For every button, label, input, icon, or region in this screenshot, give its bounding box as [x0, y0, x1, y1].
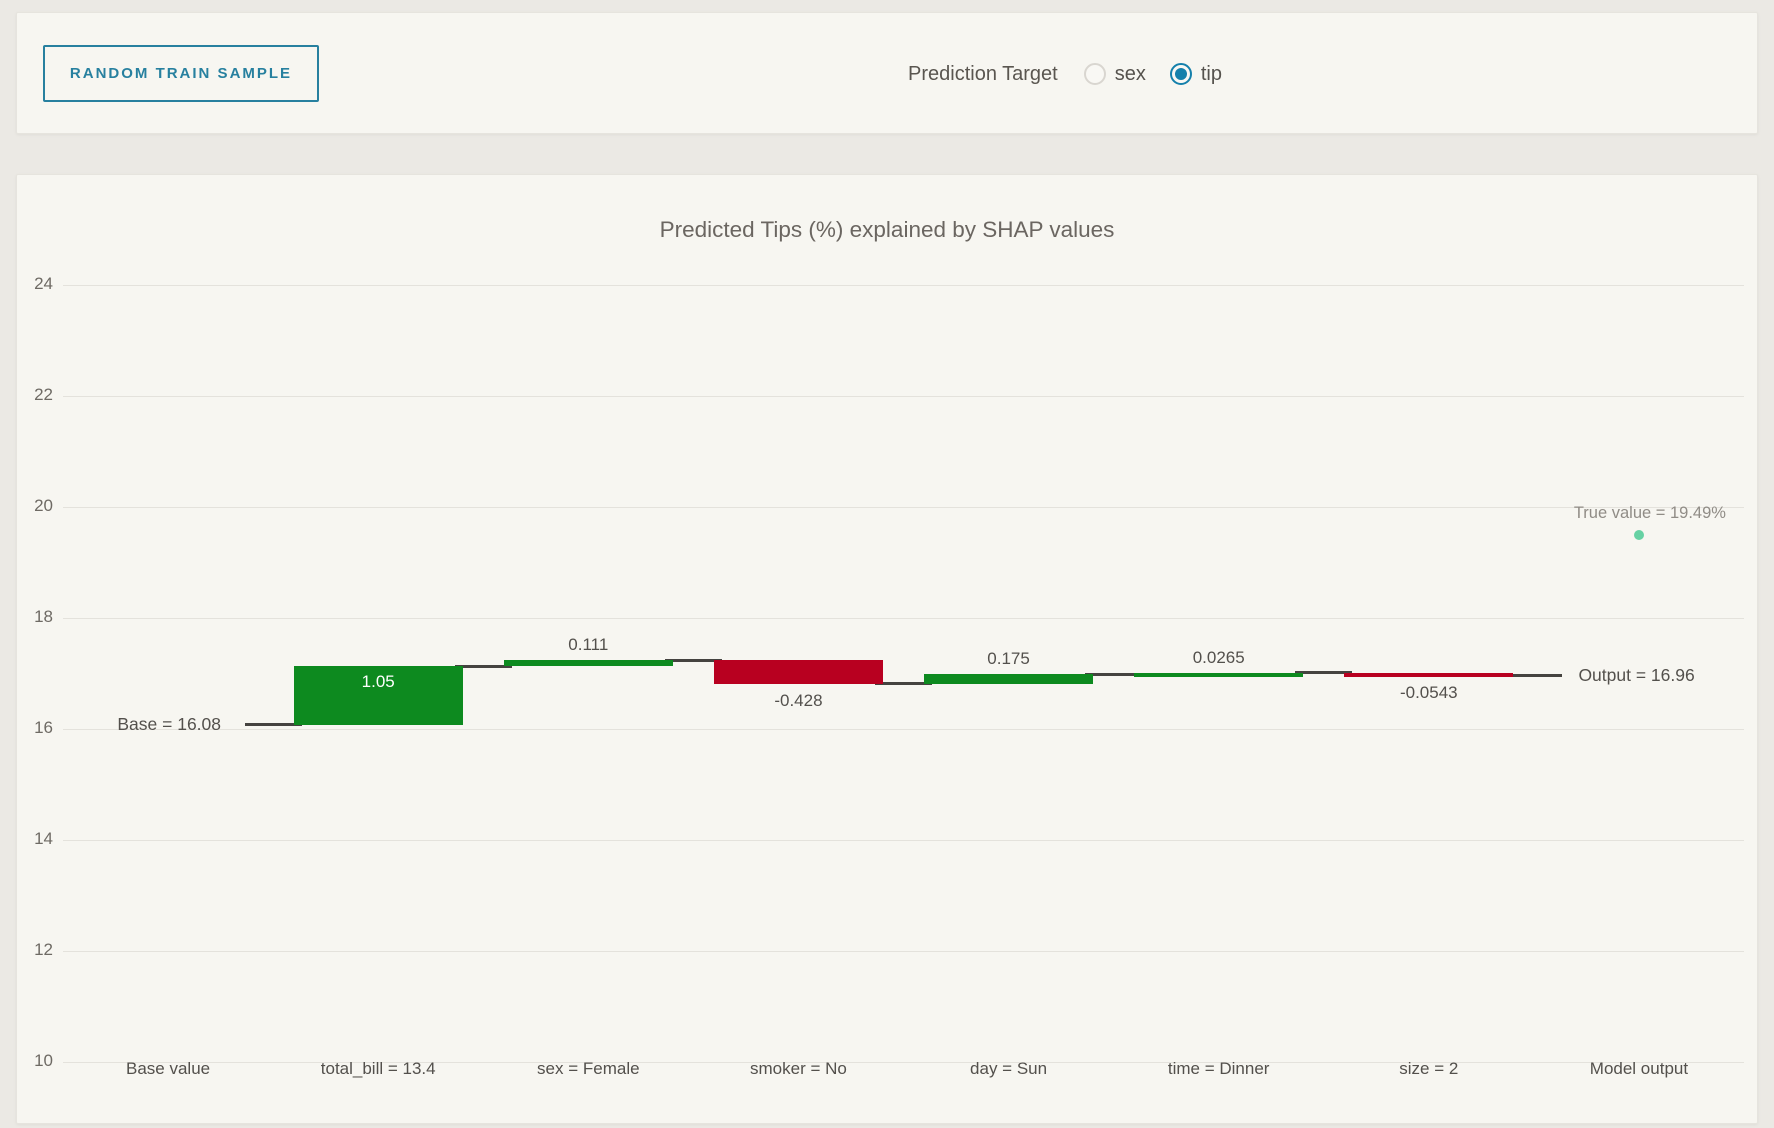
category-label: sex = Female	[537, 1059, 640, 1078]
radio-option-label: tip	[1200, 62, 1222, 85]
bar-value-label: 1.05	[361, 672, 395, 692]
prediction-target-group: Prediction Target sex tip	[908, 13, 1222, 135]
y-axis-tick-label: 20	[34, 496, 53, 515]
waterfall-bar	[1134, 672, 1304, 677]
radio-option-tip[interactable]: tip	[1169, 62, 1222, 86]
y-axis-tick-label: 12	[34, 940, 53, 959]
connector-line	[1085, 672, 1143, 676]
gridline	[63, 506, 1744, 508]
waterfall-bar	[503, 660, 673, 667]
waterfall-bar	[713, 660, 883, 684]
radio-selected-icon[interactable]	[1169, 63, 1192, 85]
category-label: size = 2	[1399, 1059, 1459, 1078]
gridline	[63, 617, 1744, 619]
y-axis-tick-label: 18	[34, 607, 53, 626]
chart-card: Predicted Tips (%) explained by SHAP val…	[16, 174, 1758, 1124]
gridline	[63, 950, 1744, 952]
bar-value-label: 0.0265	[1192, 647, 1245, 667]
chart-plot-area: 24 22 20 18 16 14 12 10 1.05 0.111 -0.428 0.175 0.02…	[17, 175, 1757, 1123]
radio-unselected-icon[interactable]	[1083, 63, 1106, 85]
connector-line	[1505, 674, 1563, 678]
category-label: total_bill = 13.4	[320, 1059, 436, 1078]
base-value-label: Base = 16.08	[117, 713, 221, 734]
y-axis-tick-label: 10	[34, 1051, 53, 1070]
toolbar-card: RANDOM TRAIN SAMPLE Prediction Target se…	[16, 12, 1758, 134]
true-value-label: True value = 19.49%	[1573, 504, 1726, 523]
chart-title: Predicted Tips (%) explained by SHAP val…	[659, 217, 1115, 242]
radio-dot-icon	[1174, 68, 1187, 80]
waterfall-bar	[293, 666, 463, 725]
prediction-target-label: Prediction Target	[908, 62, 1058, 85]
connector-line	[874, 682, 933, 686]
bar-value-label: -0.428	[774, 690, 823, 710]
connector-line	[244, 723, 302, 727]
category-label: time = Dinner	[1167, 1059, 1270, 1078]
connector-line	[664, 658, 722, 662]
y-axis-tick-label: 14	[34, 829, 53, 848]
true-value-dot	[1633, 530, 1644, 541]
gridline	[63, 728, 1744, 730]
random-train-sample-button[interactable]: RANDOM TRAIN SAMPLE	[43, 45, 319, 102]
y-axis-tick-label: 22	[34, 385, 53, 404]
waterfall-bar	[1344, 672, 1514, 677]
radio-option-label: sex	[1114, 62, 1146, 85]
y-axis-tick-label: 24	[34, 274, 53, 293]
category-label: Base value	[126, 1059, 211, 1078]
category-label: smoker = No	[750, 1059, 847, 1078]
radio-option-sex[interactable]: sex	[1083, 62, 1146, 86]
output-value-label: Output = 16.96	[1578, 664, 1695, 685]
gridline	[63, 839, 1744, 841]
category-label: day = Sun	[970, 1059, 1048, 1078]
waterfall-bar	[924, 674, 1094, 684]
prediction-target-options: sex tip	[1083, 62, 1222, 86]
gridline	[63, 1061, 1744, 1063]
connector-line	[1295, 671, 1353, 675]
connector-line	[454, 664, 512, 668]
y-axis-tick-label: 16	[34, 718, 53, 737]
gridline	[63, 395, 1744, 397]
bar-value-label: 0.175	[987, 649, 1030, 669]
bar-value-label: 0.111	[568, 635, 609, 655]
gridline	[63, 284, 1744, 286]
category-label: Model output	[1589, 1059, 1689, 1078]
bar-value-label: -0.0543	[1399, 682, 1458, 702]
